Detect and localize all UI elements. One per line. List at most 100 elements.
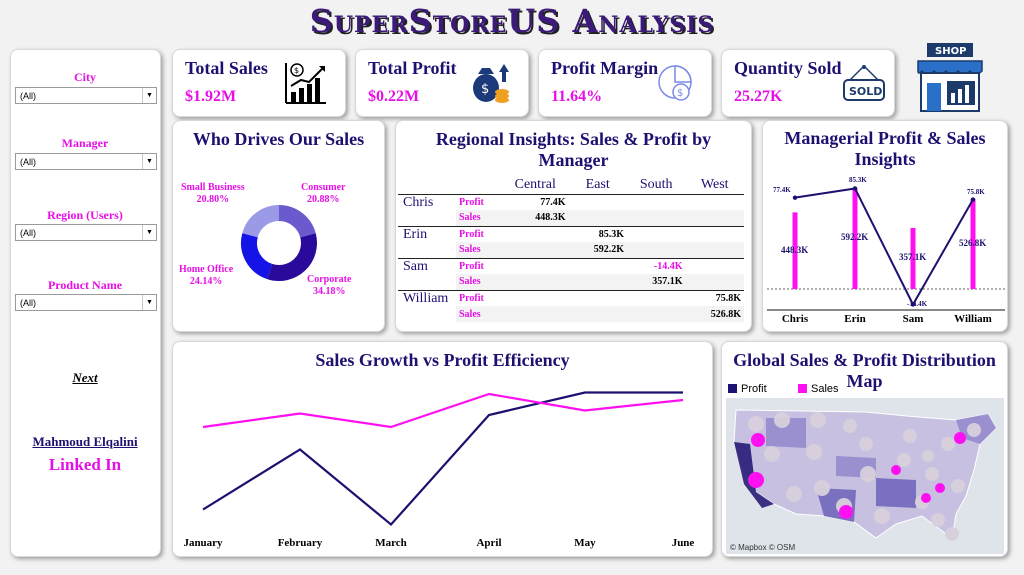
sales-data-label: 448.3K [781,244,809,255]
region-filter-select[interactable]: (All) ▼ [15,224,157,241]
x-tick-label: February [277,537,323,549]
profit-point[interactable] [970,197,976,202]
x-tick-label: William [954,313,992,325]
svg-text:SOLD: SOLD [849,85,882,98]
sales-data-label: 526.8K [959,237,987,248]
pie-coin-icon: $ [658,65,692,101]
value-cell [502,274,569,290]
legend-profit: Profit [728,383,767,395]
value-cell [502,289,569,306]
metric-cell: Sales [456,274,502,290]
kpi-profit-margin: Profit Margin 11.64% $ [538,49,712,117]
next-link[interactable]: Next [72,370,98,385]
customer-segment-card: Who Drives Our Sales Small Business 20.80… [172,120,385,332]
sales-bar[interactable] [792,212,798,289]
metric-cell: Profit [456,257,502,274]
profit-point[interactable] [852,186,858,191]
metric-cell: Profit [456,289,502,306]
table-row: Sales 448.3K [398,210,744,226]
x-tick-label: Erin [844,313,866,325]
profit-data-label: -14.4K [907,300,928,309]
filter-label-product: Product Name [47,278,123,292]
svg-text:$: $ [481,82,489,97]
kpi-quantity-sold: Quantity Sold 25.27K SOLD [721,49,895,117]
sales-chart-icon: $ [285,63,326,104]
kpi-value: 11.64% [551,88,603,105]
value-cell [626,306,686,322]
chevron-down-icon: ▼ [142,154,156,169]
value-cell [626,210,686,226]
kpi-title: Total Profit [368,58,457,78]
filter-label-city: City [74,70,96,84]
filter-label-region: Region (Users) [47,208,123,222]
shop-icon: SHOP [917,43,983,112]
profit-data-label: 77.4K [773,185,791,194]
value-cell [626,242,686,258]
value-cell: -14.4K [626,257,686,274]
value-cell [685,242,744,258]
metric-cell: Sales [456,242,502,258]
value-cell [626,289,686,306]
card-title: Who Drives Our Sales [192,129,365,149]
table-row: Sales 592.2K [398,242,744,258]
kpi-value: 25.27K [734,88,783,105]
manager-cell: Chris [398,193,456,226]
value-cell: 592.2K [568,242,627,258]
x-tick-label: April [476,537,502,549]
manager-filter-select[interactable]: (All) ▼ [15,153,157,170]
value-cell [568,193,627,210]
donut-label-consumer: Consumer 20.88% [301,182,346,205]
sales-bar[interactable] [910,227,916,289]
us-map[interactable]: © Mapbox © OSM [726,398,1004,554]
donut-slice[interactable] [242,205,280,238]
city-filter-select[interactable]: (All) ▼ [15,87,157,104]
product-filter-select[interactable]: (All) ▼ [15,294,157,311]
table-row: Sam Profit -14.4K [398,257,744,290]
profit-point[interactable] [910,302,916,307]
filter-sidebar: City (All) ▼ Manager (All) ▼ Region (Users… [10,49,161,557]
sales-bar[interactable] [970,198,976,289]
value-cell [626,225,686,242]
card-title: Sales Growth vs Profit Efficiency [315,350,570,370]
table-row: Chris Profit 77.4K [398,193,744,226]
kpi-value: $0.22M [368,88,420,105]
metric-cell: Sales [456,306,502,322]
card-title: Managerial Profit & Sales Insights [784,128,986,169]
value-cell: 85.3K [568,225,627,242]
manager-cell: Erin [398,225,456,258]
profit-point[interactable] [792,195,798,200]
value-cell [685,193,744,210]
manager-cell: Sam [398,257,456,290]
chevron-down-icon: ▼ [142,88,156,103]
donut-slice[interactable] [278,205,316,238]
value-cell: 357.1K [626,274,686,290]
value-cell [502,257,569,274]
filter-label-manager: Manager [61,136,109,150]
donut-slice[interactable] [241,233,273,280]
map-credit: © Mapbox © OSM [730,543,795,552]
sales-series-line[interactable] [202,392,684,429]
kpi-total-profit: Total Profit $0.22M $ [355,49,529,117]
author-link[interactable]: Mahmoud Elqalini [32,434,138,449]
value-cell [685,274,744,290]
profit-series-line[interactable] [202,391,683,527]
money-bag-icon: $ [473,64,509,103]
value-cell [685,225,744,242]
regional-insights-card: Regional Insights: Sales & Profit by Man… [395,120,752,332]
shop-label: SHOP [935,46,966,57]
profit-data-label: 75.8K [967,187,985,196]
value-cell [685,210,744,226]
manager-cell: William [398,289,456,322]
donut-slice[interactable] [267,233,317,281]
donut-label-small-business: Small Business 20.80% [181,182,245,205]
table-header-row: Central East South West [398,176,744,194]
sales-bar[interactable] [852,187,858,289]
value-cell [626,193,686,210]
dashboard-title: SuperStoreUS Analysis [309,2,715,40]
linkedin-link[interactable]: Linked In [48,455,122,474]
kpi-total-sales: Total Sales $1.92M $ [172,49,346,117]
donut-label-corporate: Corporate 34.18% [307,274,352,297]
table-row: William Profit 75.8K [398,289,744,322]
sold-sign-icon: SOLD [843,65,885,101]
table-row: Erin Profit 85.3K [398,225,744,258]
